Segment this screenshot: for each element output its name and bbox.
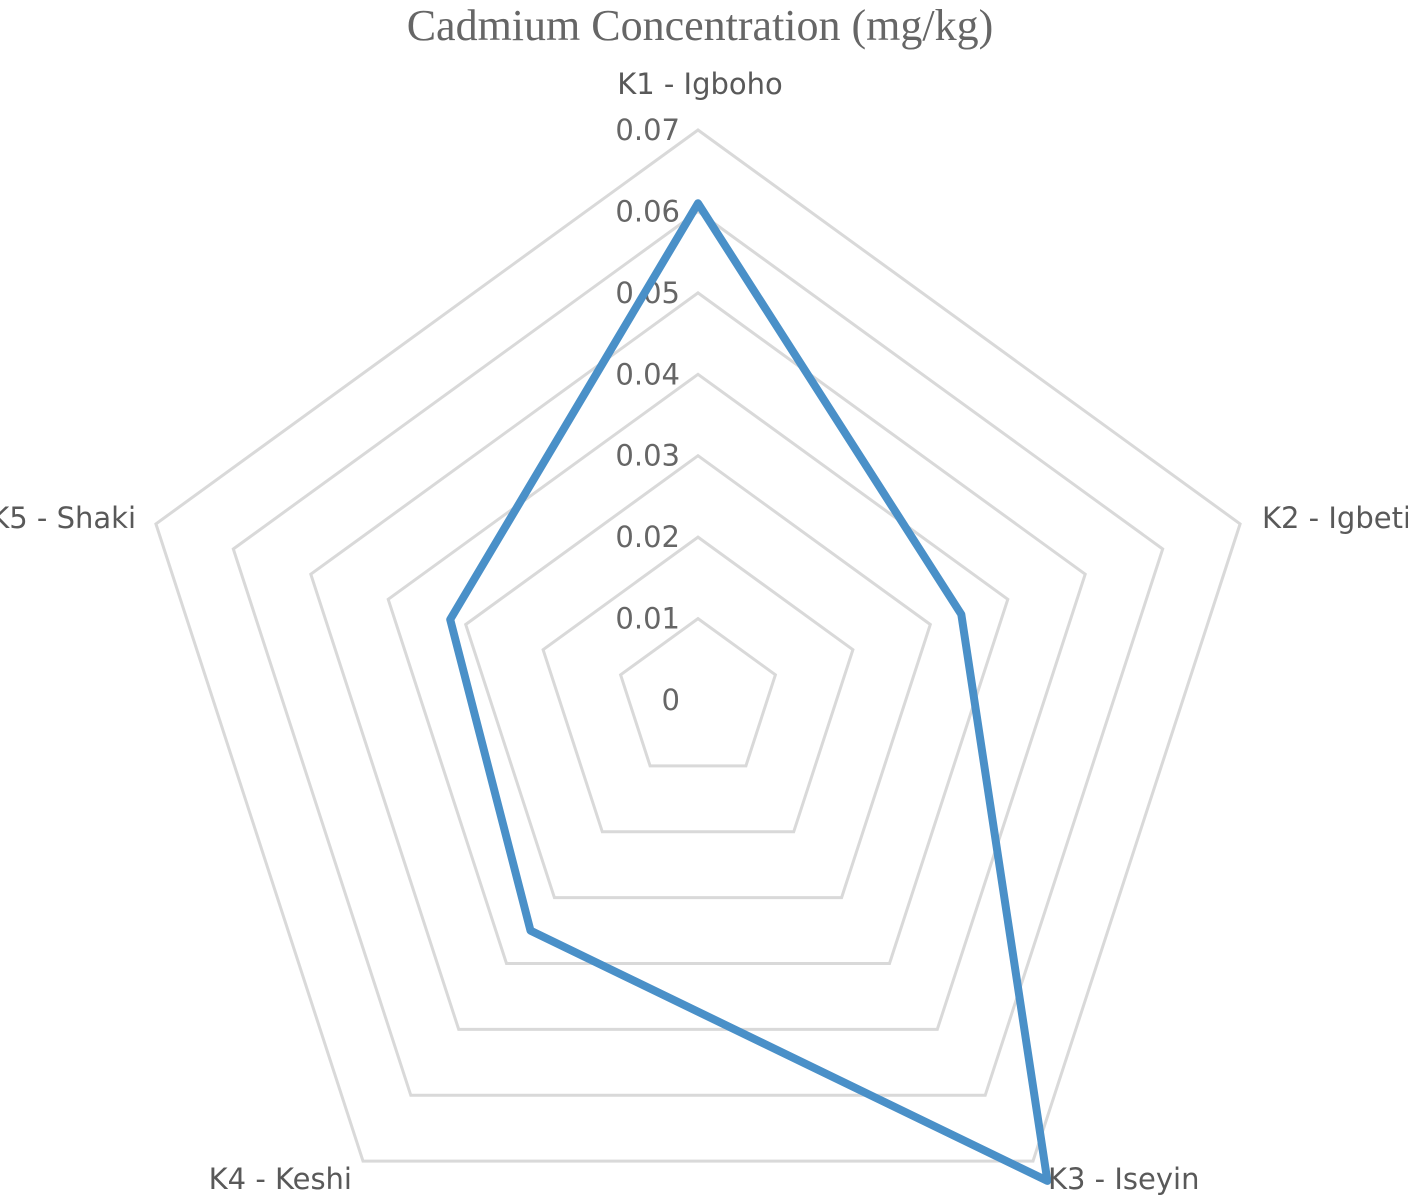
grid-rings [154, 128, 1242, 1163]
category-label: K2 - Igbeti [1262, 501, 1408, 535]
tick-label: 0.01 [615, 602, 680, 636]
tick-label: 0 [662, 683, 680, 717]
radial-tick-labels: 00.010.020.030.040.050.060.07 [615, 113, 680, 717]
category-label: K1 - Igboho [617, 67, 783, 101]
category-labels: K1 - Igboho K2 - Igbeti K3 - Iseyin K4 - Ke… [0, 67, 1408, 1196]
tick-label: 0.02 [615, 520, 680, 554]
grid-ring [231, 209, 1165, 1097]
grid-ring [309, 291, 1087, 1031]
tick-label: 0.04 [615, 357, 680, 391]
category-label: K3 - Iseyin [1048, 1162, 1199, 1196]
grid-ring [541, 535, 855, 834]
category-label: K4 - Keshi [209, 1162, 352, 1196]
series-line [446, 199, 1052, 1185]
grid-ring [154, 128, 1242, 1163]
grid-ring [463, 453, 933, 900]
category-label: K5 - Shaki [0, 501, 136, 535]
series-layer [446, 199, 1052, 1185]
tick-label: 0.03 [615, 439, 680, 473]
tick-label: 0.07 [615, 113, 680, 147]
grid-ring [386, 372, 1010, 965]
grid-ring [618, 616, 778, 768]
chart-title: Cadmium Concentration (mg/kg) [407, 1, 994, 50]
tick-label: 0.06 [615, 194, 680, 228]
